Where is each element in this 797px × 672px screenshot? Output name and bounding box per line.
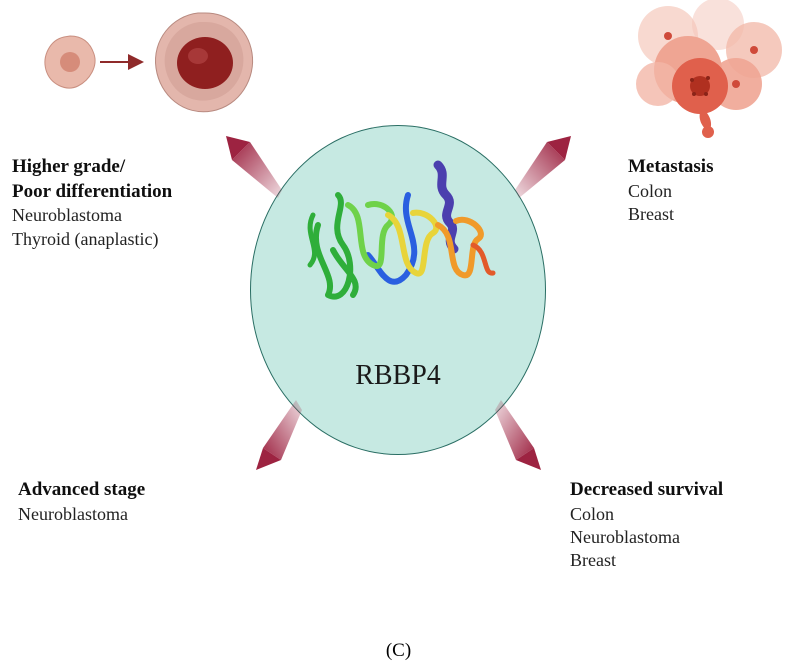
quadrant-top-right: Metastasis Colon Breast xyxy=(628,155,713,226)
diagram-canvas: RBBP4 xyxy=(0,0,797,672)
quadrant-bottom-left: Advanced stage Neuroblastoma xyxy=(18,478,145,526)
large-cell-icon xyxy=(150,8,260,118)
item: Neuroblastoma xyxy=(18,503,145,526)
heading-bottom-left: Advanced stage xyxy=(18,478,145,503)
arrow-bl-head xyxy=(256,448,281,470)
heading-bottom-right: Decreased survival xyxy=(570,478,723,503)
heading-line: Poor differentiation xyxy=(12,181,172,202)
arrow-br xyxy=(495,400,534,460)
arrow-tl-head xyxy=(226,136,250,160)
ribbon-red xyxy=(473,245,493,273)
item: Breast xyxy=(570,549,723,572)
ribbon-green-loop xyxy=(310,215,315,265)
figure-label: (C) xyxy=(386,640,411,662)
arrow-br-head xyxy=(516,448,541,470)
small-cell-icon xyxy=(40,32,100,92)
arrow-tr xyxy=(515,142,565,198)
quadrant-bottom-right: Decreased survival Colon Neuroblastoma B… xyxy=(570,478,723,573)
cell-cluster-icon xyxy=(628,0,788,140)
quadrant-top-left: Higher grade/ Poor differentiation Neuro… xyxy=(12,155,172,251)
item: Breast xyxy=(628,203,713,226)
center-label: RBBP4 xyxy=(355,360,441,392)
arrow-tr-head xyxy=(547,136,571,160)
heading-top-right: Metastasis xyxy=(628,155,713,180)
item: Colon xyxy=(570,503,723,526)
item: Colon xyxy=(628,180,713,203)
item: Neuroblastoma xyxy=(12,204,172,227)
arrow-tl xyxy=(232,142,282,198)
heading-line: Higher grade/ xyxy=(12,156,125,177)
item: Thyroid (anaplastic) xyxy=(12,228,172,251)
ribbon-green1 xyxy=(316,195,350,297)
protein-structure-icon xyxy=(288,155,508,325)
item: Neuroblastoma xyxy=(570,526,723,549)
heading-top-left: Higher grade/ Poor differentiation xyxy=(12,155,172,204)
